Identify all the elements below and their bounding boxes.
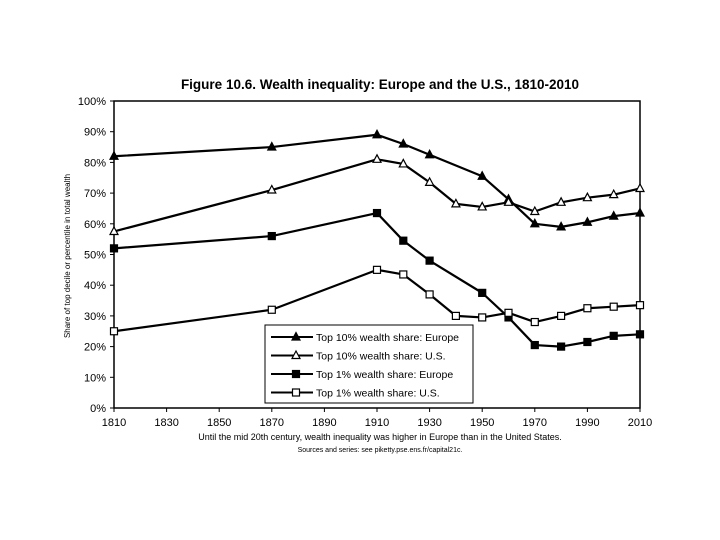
data-point [109, 150, 119, 160]
y-axis: 0% 10% 20% 30% 40% 50% 60% 70% 80% 90% 100% [78, 96, 114, 415]
chart-caption: Until the mid 20th century, wealth inequ… [198, 432, 562, 442]
data-point [635, 301, 645, 310]
data-point [372, 128, 382, 139]
data-point [583, 337, 592, 347]
data-point [582, 191, 593, 202]
data-point [583, 304, 592, 313]
x-tick-label: 1890 [312, 417, 336, 429]
legend-item: Top 1% wealth share: U.S. [271, 388, 440, 400]
y-tick-label: 40% [84, 280, 106, 292]
legend-marker [291, 331, 301, 341]
y-tick-label: 100% [78, 96, 106, 108]
data-point [398, 138, 409, 148]
data-point [109, 244, 119, 253]
data-point [635, 207, 645, 217]
data-point [635, 330, 645, 339]
data-point [372, 265, 382, 274]
data-point [372, 208, 382, 218]
x-tick-label: 2010 [628, 417, 652, 429]
data-point [608, 188, 619, 199]
y-tick-label: 30% [84, 311, 106, 323]
data-point [556, 196, 567, 206]
data-point [425, 290, 434, 299]
data-point [451, 311, 460, 320]
legend: Top 10% wealth share: Europe Top 10% weal… [264, 324, 474, 404]
legend-label: Top 10% wealth share: Europe [316, 332, 459, 344]
data-point [424, 148, 435, 159]
data-point [556, 221, 567, 231]
data-point [109, 327, 119, 336]
data-point [399, 270, 408, 279]
data-point [503, 196, 514, 206]
legend-item: Top 10% wealth share: Europe [271, 331, 459, 344]
x-tick-label: 1970 [523, 417, 547, 429]
legend-item: Top 10% wealth share: U.S. [271, 349, 446, 363]
data-point [109, 225, 119, 236]
data-point [424, 176, 435, 186]
series-layer [109, 128, 645, 351]
data-point [477, 170, 488, 180]
data-point [609, 302, 618, 311]
legend-label: Top 1% wealth share: Europe [316, 369, 453, 381]
legend-marker [291, 388, 301, 397]
series-line [113, 268, 641, 333]
y-tick-label: 0% [90, 403, 106, 415]
y-axis-label: Share of top decile or percentile in tot… [63, 174, 72, 338]
data-point [477, 201, 488, 211]
legend-marker [291, 369, 301, 379]
data-point [609, 331, 618, 340]
data-point [530, 317, 539, 327]
data-point [425, 256, 434, 265]
data-point [530, 340, 539, 350]
data-point [266, 141, 277, 151]
x-tick-label: 1990 [575, 417, 599, 429]
data-point [635, 182, 645, 193]
series-line [113, 158, 641, 233]
x-tick-label: 1850 [207, 417, 231, 429]
legend-label: Top 1% wealth share: U.S. [316, 388, 440, 400]
y-tick-label: 90% [84, 127, 106, 139]
y-tick-label: 20% [84, 342, 106, 354]
data-point [478, 313, 487, 322]
data-point [266, 184, 277, 194]
data-point [504, 308, 513, 317]
x-tick-label: 1910 [365, 417, 389, 429]
y-tick-label: 80% [84, 157, 106, 169]
x-tick-label: 1810 [102, 417, 126, 429]
series-4 [109, 265, 645, 336]
x-tick-label: 1870 [260, 417, 284, 429]
series-line [113, 133, 641, 228]
data-point [267, 231, 276, 241]
y-tick-label: 10% [84, 372, 106, 384]
x-tick-label: 1950 [470, 417, 494, 429]
data-point [398, 158, 409, 168]
series-3 [109, 208, 645, 351]
data-point [529, 218, 540, 228]
legend-label: Top 10% wealth share: U.S. [316, 351, 446, 363]
series-2 [109, 153, 645, 236]
legend-item: Top 1% wealth share: Europe [271, 369, 453, 381]
x-tick-label: 1930 [417, 417, 441, 429]
y-tick-label: 60% [84, 219, 106, 231]
data-point [556, 311, 566, 320]
data-point [267, 305, 276, 314]
chart-source: Sources and series: see piketty.pse.ens.… [298, 447, 463, 454]
legend-marker [291, 349, 301, 360]
series-line [113, 211, 641, 348]
data-point [529, 205, 540, 216]
data-point [399, 236, 408, 245]
y-tick-label: 50% [84, 250, 106, 262]
data-point [450, 198, 461, 208]
data-point [608, 210, 619, 220]
data-point [556, 342, 566, 351]
x-axis: 1810 1830 1850 1870 1890 1910 1930 1950 1970 1990… [102, 408, 652, 429]
x-tick-label: 1830 [154, 417, 178, 429]
data-point [478, 288, 487, 297]
chart-title: Figure 10.6. Wealth inequality: Europe a… [181, 77, 579, 92]
data-point [372, 153, 382, 163]
data-point [582, 216, 593, 226]
y-tick-label: 70% [84, 188, 106, 200]
